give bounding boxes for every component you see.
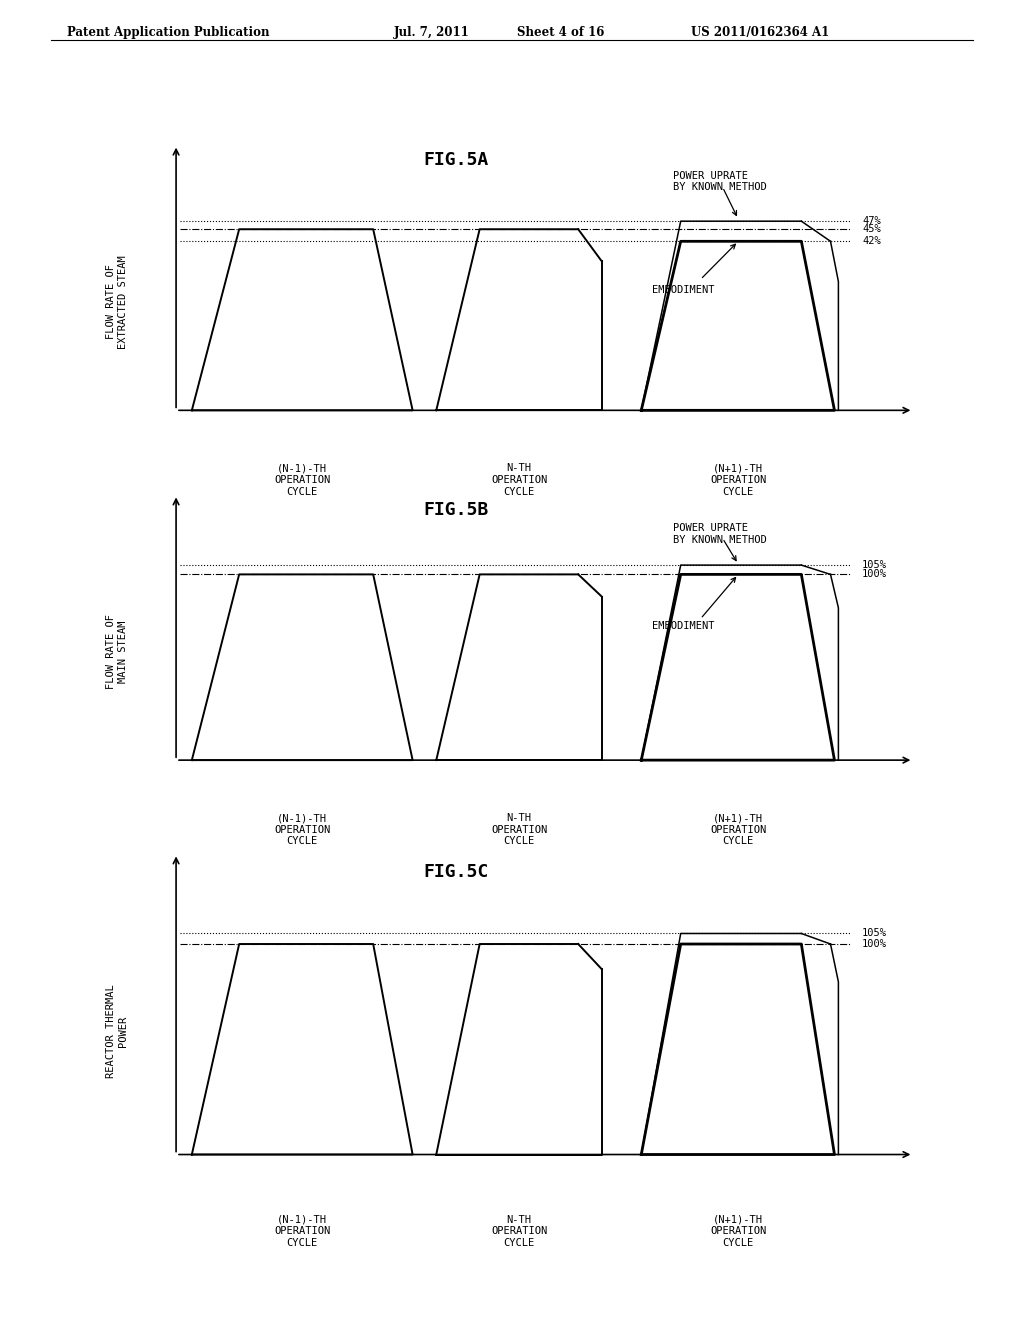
Text: FIG.5C: FIG.5C [423,863,488,880]
Text: REACTOR THERMAL
POWER: REACTOR THERMAL POWER [106,985,128,1078]
Text: Jul. 7, 2011: Jul. 7, 2011 [394,26,470,38]
Text: N-TH
OPERATION
CYCLE: N-TH OPERATION CYCLE [490,463,547,496]
Text: 100%: 100% [862,569,887,579]
Text: FLOW RATE OF
EXTRACTED STEAM: FLOW RATE OF EXTRACTED STEAM [106,255,128,348]
Text: FIG.5B: FIG.5B [423,500,488,519]
Text: FLOW RATE OF
MAIN STEAM: FLOW RATE OF MAIN STEAM [106,614,128,689]
Text: N-TH
OPERATION
CYCLE: N-TH OPERATION CYCLE [490,1214,547,1247]
Text: (N+1)-TH
OPERATION
CYCLE: (N+1)-TH OPERATION CYCLE [710,463,766,496]
Text: POWER UPRATE
BY KNOWN METHOD: POWER UPRATE BY KNOWN METHOD [673,523,767,545]
Text: (N-1)-TH
OPERATION
CYCLE: (N-1)-TH OPERATION CYCLE [274,813,331,846]
Text: (N-1)-TH
OPERATION
CYCLE: (N-1)-TH OPERATION CYCLE [274,463,331,496]
Text: EMBODIMENT: EMBODIMENT [651,285,714,294]
Text: 47%: 47% [862,216,881,226]
Text: EMBODIMENT: EMBODIMENT [651,622,714,631]
Text: 100%: 100% [862,939,887,949]
Text: POWER UPRATE
BY KNOWN METHOD: POWER UPRATE BY KNOWN METHOD [673,170,767,193]
Text: 42%: 42% [862,236,881,247]
Text: Sheet 4 of 16: Sheet 4 of 16 [517,26,604,38]
Text: 105%: 105% [862,560,887,570]
Text: FIG.5A: FIG.5A [423,150,488,169]
Text: Patent Application Publication: Patent Application Publication [67,26,269,38]
Text: US 2011/0162364 A1: US 2011/0162364 A1 [691,26,829,38]
Text: 45%: 45% [862,224,881,234]
Text: (N+1)-TH
OPERATION
CYCLE: (N+1)-TH OPERATION CYCLE [710,813,766,846]
Text: 105%: 105% [862,928,887,939]
Text: (N+1)-TH
OPERATION
CYCLE: (N+1)-TH OPERATION CYCLE [710,1214,766,1247]
Text: N-TH
OPERATION
CYCLE: N-TH OPERATION CYCLE [490,813,547,846]
Text: (N-1)-TH
OPERATION
CYCLE: (N-1)-TH OPERATION CYCLE [274,1214,331,1247]
